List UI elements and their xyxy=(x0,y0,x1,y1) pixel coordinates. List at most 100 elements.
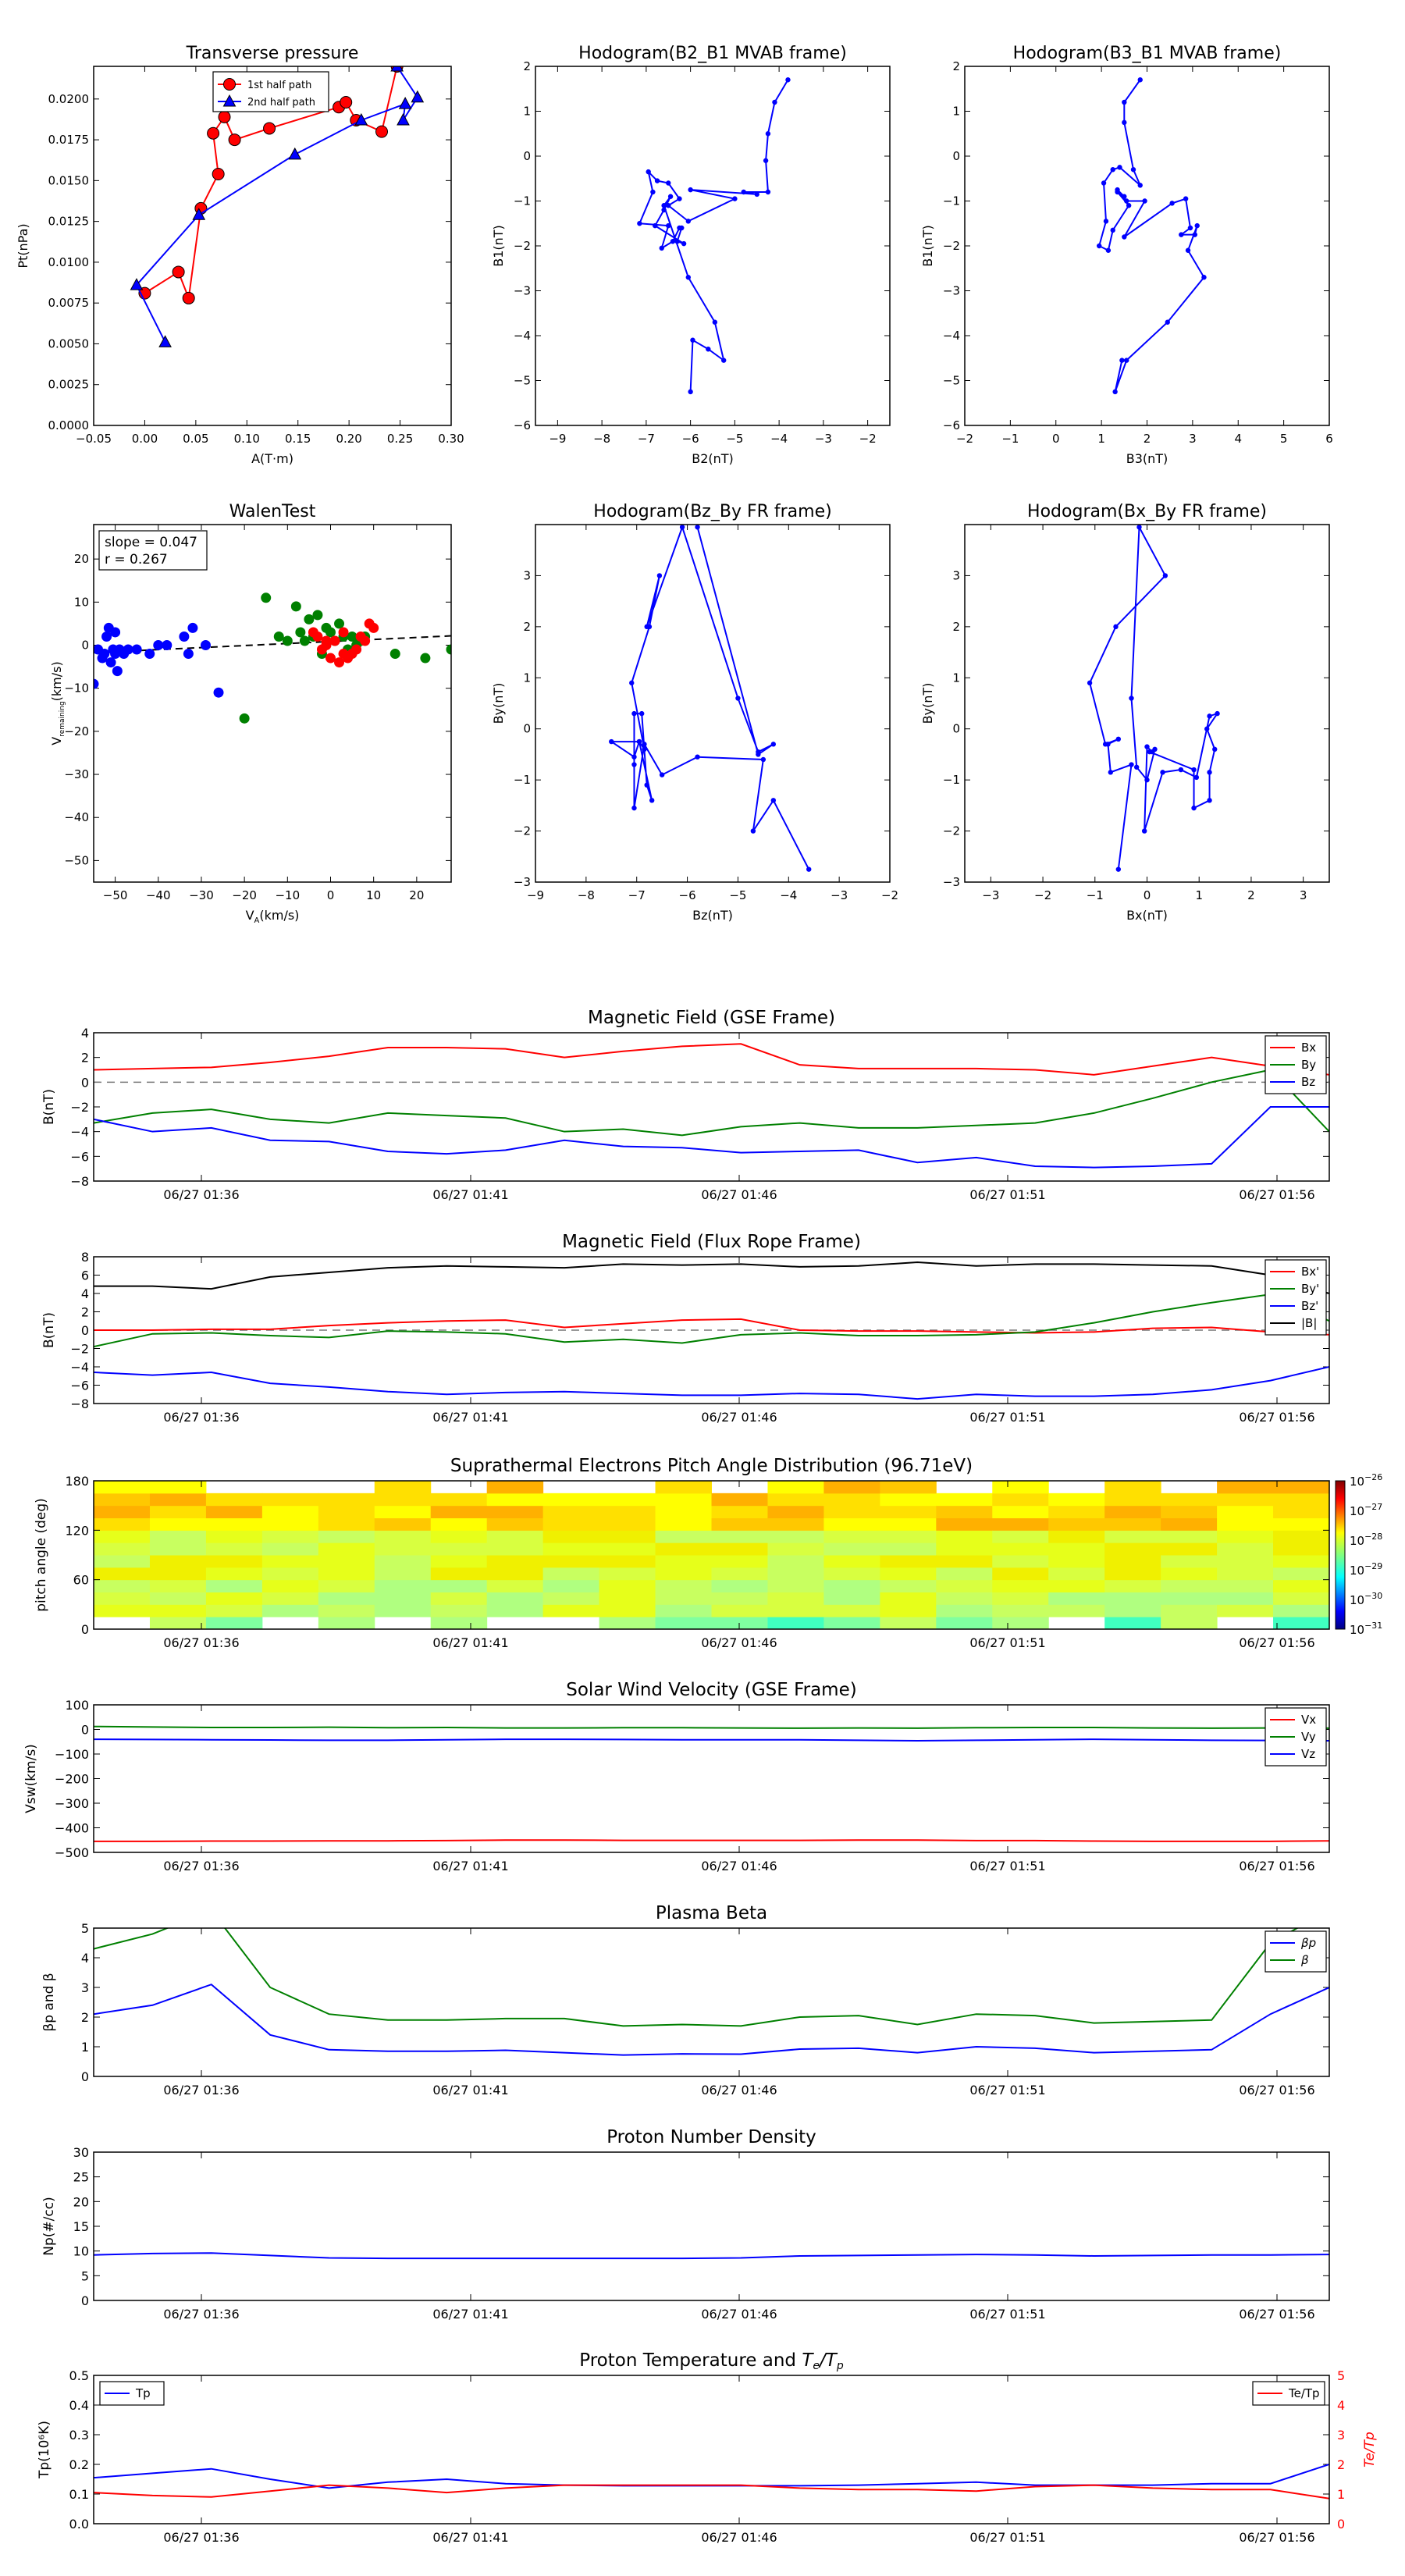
data-point xyxy=(666,222,671,229)
heatmap-cell xyxy=(1273,1493,1329,1507)
heatmap-cell xyxy=(599,1530,656,1543)
x-axis-label: VA(km/s) xyxy=(246,908,300,925)
data-point xyxy=(685,275,691,280)
time-tick-label: 06/27 01:36 xyxy=(163,2083,239,2097)
heatmap-cell xyxy=(149,1542,207,1556)
heatmap-cell xyxy=(992,1579,1049,1592)
y-tick-label: 3 xyxy=(952,568,960,582)
heatmap-cell xyxy=(261,1530,319,1543)
y-tick-label: 8 xyxy=(81,1250,89,1265)
heatmap-cell xyxy=(374,1505,432,1518)
data-point xyxy=(1192,232,1197,237)
x-tick-label: −30 xyxy=(189,888,214,902)
legend-marker xyxy=(223,78,236,91)
data-point xyxy=(1144,777,1150,783)
heatmap-cell xyxy=(430,1604,488,1617)
heatmap-cell xyxy=(880,1481,937,1494)
series-line xyxy=(1089,525,1220,870)
fit-line xyxy=(94,635,451,654)
data-point xyxy=(321,635,332,646)
transverse-pressure-plot: Transverse pressure −0.05 0.00 0.05 0.10 0.15… xyxy=(16,44,464,466)
data-point xyxy=(1191,805,1197,811)
x-tick-label: 0 xyxy=(1052,432,1060,446)
y-tick-label: 100 xyxy=(65,1698,89,1713)
y-tick-label: 0 xyxy=(81,1622,89,1637)
data-point xyxy=(1097,243,1102,249)
y-tick-label: 0 xyxy=(81,1075,89,1090)
x-tick-label: −9 xyxy=(527,888,544,902)
plot-data xyxy=(94,592,451,724)
heatmap-cell xyxy=(992,1505,1049,1518)
heatmap-cell xyxy=(318,1579,375,1592)
y-tick-label: 2 xyxy=(523,620,531,634)
x-tick-label: 0.30 xyxy=(438,432,464,446)
heatmap-cell xyxy=(486,1542,544,1556)
data-point xyxy=(325,627,336,638)
heatmap-cell xyxy=(655,1592,712,1605)
y-tick-label: 30 xyxy=(73,2145,89,2160)
legend: Te/Tp xyxy=(1252,2381,1325,2406)
data-point xyxy=(1101,180,1107,186)
x-tick-label: 0.20 xyxy=(336,432,361,446)
y-tick-label: −300 xyxy=(55,1796,89,1811)
data-point xyxy=(666,180,671,186)
heatmap-cell xyxy=(1273,1567,1329,1581)
heatmap-cell xyxy=(599,1579,656,1592)
y-axis-label: B1(nT) xyxy=(491,225,506,267)
heatmap-cell xyxy=(318,1517,375,1531)
plot-data xyxy=(637,77,791,395)
series-0 xyxy=(637,77,791,395)
data-point xyxy=(1129,696,1134,701)
heatmap-cell xyxy=(149,1579,207,1592)
heatmap-cell xyxy=(823,1617,880,1629)
heatmap-cell xyxy=(318,1567,375,1581)
heatmap-cell xyxy=(992,1530,1049,1543)
plot-title: Hodogram(Bx_By FR frame) xyxy=(1027,502,1267,521)
series-line xyxy=(638,79,789,392)
heatmap-cell xyxy=(94,1567,151,1581)
x-tick-label: 6 xyxy=(1325,432,1333,446)
legend-label: 2nd half path xyxy=(247,97,315,109)
y-tick-label: −2 xyxy=(70,1342,89,1357)
y-tick-label: −6 xyxy=(943,418,960,432)
legend-label: Bz' xyxy=(1301,1299,1318,1313)
y-tick-label: 20 xyxy=(73,2194,89,2209)
y-tick-label: 0 xyxy=(523,722,531,736)
time-tick-label: 06/27 01:41 xyxy=(432,1859,508,1873)
data-point xyxy=(646,169,651,175)
time-tick-label: 06/27 01:41 xyxy=(432,1635,508,1650)
heatmap-cell xyxy=(1161,1567,1218,1581)
y-axis-label: B(nT) xyxy=(41,1312,57,1348)
y-tick-label: 0.0075 xyxy=(48,296,90,310)
heatmap-cell xyxy=(542,1555,600,1568)
data-point xyxy=(123,644,133,655)
heatmap-cell xyxy=(599,1555,656,1568)
time-tick-label: 06/27 01:41 xyxy=(432,2083,508,2097)
heatmap-cell xyxy=(655,1555,712,1568)
heatmap-cell xyxy=(318,1555,375,1568)
data-point xyxy=(720,358,727,363)
y-tick-label: 0.5 xyxy=(69,2368,89,2383)
heatmap-cell xyxy=(374,1517,432,1531)
data-point xyxy=(1102,742,1108,747)
panel-frame xyxy=(93,1927,1330,2077)
y-tick-label: −3 xyxy=(514,284,531,298)
data-point xyxy=(1136,525,1142,530)
data-point xyxy=(1115,187,1120,193)
heatmap-cell xyxy=(767,1567,824,1581)
y-tick-label: 0 xyxy=(523,149,531,163)
heatmap-cell xyxy=(599,1604,656,1617)
heatmap-cell xyxy=(318,1505,375,1518)
data-point xyxy=(765,189,771,195)
data-point xyxy=(192,208,206,220)
data-point xyxy=(282,635,293,646)
data-point xyxy=(1110,227,1115,233)
data-point xyxy=(1108,770,1114,775)
data-point xyxy=(1191,767,1197,773)
heatmap-cell xyxy=(318,1592,375,1605)
x-axis-label: B2(nT) xyxy=(692,451,734,466)
data-point xyxy=(1103,219,1109,224)
y-axis-label: Np(#/cc) xyxy=(41,2197,57,2255)
time-tick-label: 06/27 01:36 xyxy=(163,2530,239,2545)
panel-data xyxy=(94,1928,1329,2056)
